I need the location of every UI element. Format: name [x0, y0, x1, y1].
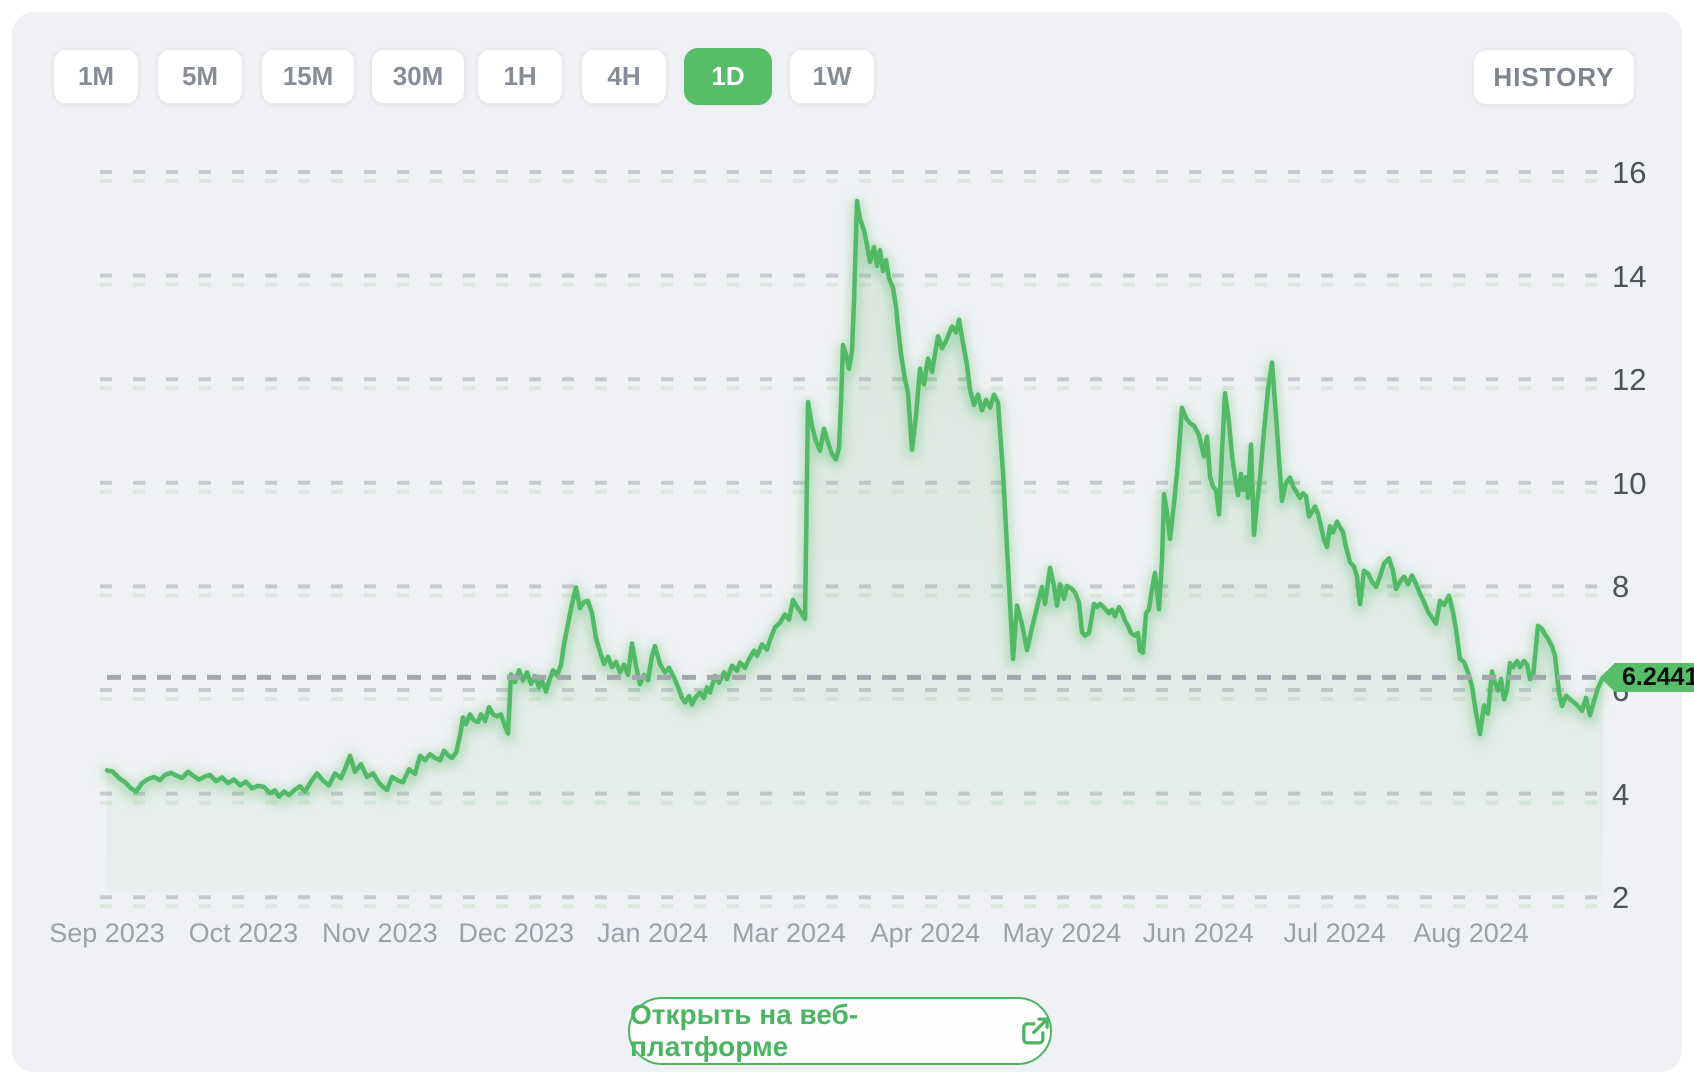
x-axis-label: Jun 2024 [1142, 918, 1254, 948]
timeframe-button-1w[interactable]: 1W [788, 48, 876, 105]
x-axis-label: Aug 2024 [1413, 918, 1529, 948]
timeframe-button-1d[interactable]: 1D [684, 48, 772, 105]
x-axis-label: May 2024 [1002, 918, 1122, 948]
y-axis-label: 4 [1612, 776, 1630, 812]
timeframe-button-15m[interactable]: 15M [260, 48, 356, 105]
series-line [104, 198, 1606, 799]
timeframe-button-1h[interactable]: 1H [476, 48, 564, 105]
price-chart[interactable] [12, 12, 1694, 1086]
x-axis-label: Sep 2023 [49, 918, 165, 948]
x-axis-label: Jan 2024 [597, 918, 709, 948]
timeframe-button-5m[interactable]: 5M [156, 48, 244, 105]
y-axis-label: 8 [1612, 569, 1630, 605]
timeframe-button-30m[interactable]: 30M [370, 48, 466, 105]
x-axis-label: Apr 2024 [870, 918, 981, 948]
x-axis-label: Oct 2023 [188, 918, 299, 948]
x-axis-label: Jul 2024 [1283, 918, 1386, 948]
y-axis-label: 12 [1612, 362, 1647, 398]
y-axis-label: 10 [1612, 465, 1647, 501]
last-price-tag: 6.2441 [1600, 663, 1694, 692]
timeframe-button-1m[interactable]: 1M [52, 48, 140, 105]
timeframe-button-4h[interactable]: 4H [580, 48, 668, 105]
x-axis-label: Mar 2024 [731, 918, 847, 948]
history-button[interactable]: HISTORY [1472, 48, 1636, 106]
open-web-platform-label: Открыть на веб-платформе [630, 999, 859, 1062]
y-axis-label: 16 [1612, 155, 1647, 190]
external-link-icon [1021, 1017, 1049, 1045]
x-axis-label: Nov 2023 [322, 918, 438, 948]
y-axis-label: 2 [1612, 880, 1630, 916]
y-axis-label: 14 [1612, 258, 1647, 294]
x-axis-label: Dec 2023 [458, 918, 574, 948]
open-web-platform-button[interactable]: Открыть на веб-платформе [628, 997, 1052, 1065]
